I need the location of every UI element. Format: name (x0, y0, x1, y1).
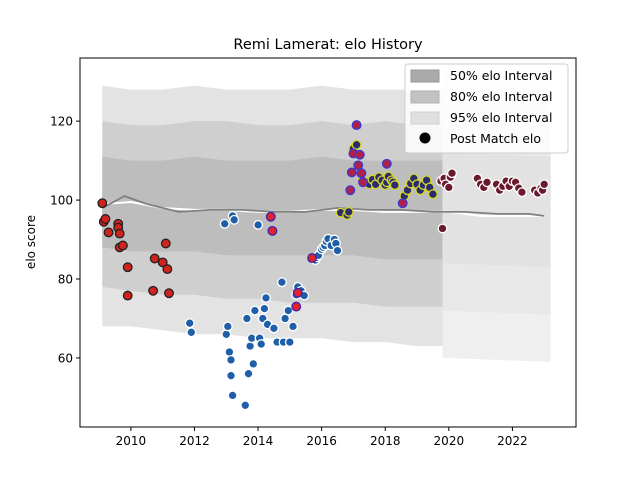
post-match-point (482, 177, 492, 188)
post-match-point (351, 120, 362, 131)
x-tick-label: 2014 (243, 434, 274, 448)
post-match-point (292, 287, 303, 298)
legend-label-80: 80% elo Interval (450, 89, 552, 104)
post-match-point (268, 323, 279, 334)
post-match-point (160, 238, 171, 249)
post-match-point (516, 187, 527, 198)
post-match-point (221, 329, 232, 340)
post-match-point (253, 219, 264, 230)
post-match-point (354, 149, 365, 160)
post-match-point (276, 277, 287, 288)
post-match-point (447, 168, 457, 179)
x-tick-label: 2018 (370, 434, 401, 448)
post-match-point (397, 198, 408, 209)
post-match-point (122, 262, 133, 273)
legend-label-95: 95% elo Interval (450, 110, 552, 125)
post-match-point (267, 225, 278, 236)
post-match-point (345, 185, 356, 196)
post-match-point (248, 358, 259, 369)
post-match-point (249, 305, 260, 316)
post-match-point (283, 305, 294, 316)
mean-line (101, 195, 545, 217)
x-tick-label: 2010 (116, 434, 147, 448)
post-match-point (256, 339, 267, 350)
post-match-point (261, 292, 271, 303)
post-match-point (157, 257, 168, 268)
post-match-point (443, 182, 454, 193)
post-match-point (114, 228, 125, 239)
post-match-point (346, 167, 357, 178)
post-match-point (117, 240, 128, 251)
post-match-point (245, 341, 256, 352)
post-match-point (184, 318, 195, 329)
post-match-point (437, 223, 448, 234)
post-match-point (162, 264, 173, 275)
legend: 50% elo Interval 80% elo Interval 95% el… (404, 63, 569, 154)
post-match-point (241, 313, 252, 324)
post-match-point (427, 189, 438, 200)
chart-title: Remi Lamerat: elo History (233, 37, 423, 53)
legend-swatch-50 (410, 69, 440, 83)
post-match-point (240, 400, 251, 411)
plot-frame (79, 57, 577, 428)
post-match-point (356, 168, 367, 179)
post-match-point (103, 227, 114, 238)
post-match-point (307, 253, 318, 264)
post-match-point (259, 303, 270, 314)
x-axis: 2010 2012 2014 2016 2018 2020 2022 (116, 427, 528, 448)
post-match-point (164, 288, 174, 299)
y-tick-label: 80 (58, 273, 73, 287)
legend-swatch-80 (410, 90, 440, 104)
post-match-point (186, 327, 197, 338)
y-tick-label: 100 (50, 194, 73, 208)
post-match-point (358, 177, 368, 188)
post-match-point (343, 206, 354, 217)
post-match-point (291, 301, 302, 312)
post-match-point (389, 180, 400, 191)
legend-marker-post-match (419, 132, 431, 144)
post-match-point (539, 179, 550, 190)
post-match-points (97, 120, 550, 411)
y-tick-label: 60 (58, 351, 73, 365)
post-match-point (122, 290, 133, 301)
legend-label-50: 50% elo Interval (450, 68, 552, 83)
x-tick-label: 2020 (434, 434, 465, 448)
post-match-point (351, 139, 362, 150)
legend-label-post-match: Post Match elo (450, 131, 541, 146)
post-match-point (288, 321, 298, 332)
post-match-point (100, 214, 111, 224)
post-match-point (332, 245, 343, 256)
post-match-point (243, 368, 254, 379)
y-axis-label: elo score (24, 215, 38, 269)
post-match-point (229, 214, 240, 225)
post-match-point (226, 370, 236, 381)
faint-band-2 (442, 152, 551, 268)
x-tick-label: 2012 (179, 434, 210, 448)
legend-swatch-95 (410, 111, 440, 125)
post-match-point (227, 390, 238, 401)
post-match-point (219, 218, 230, 229)
post-match-point (226, 354, 236, 365)
post-match-point (265, 211, 276, 222)
post-match-point (149, 253, 160, 264)
elo-trend-lines (101, 195, 545, 217)
legend-frame (404, 63, 569, 154)
band-50 (102, 156, 443, 260)
x-tick-label: 2016 (306, 434, 337, 448)
y-axis: 60 80 100 120 (50, 115, 80, 365)
x-tick-label: 2022 (497, 434, 528, 448)
post-match-point (97, 198, 108, 209)
post-match-point (148, 285, 159, 296)
y-tick-label: 120 (50, 115, 73, 129)
post-match-point (222, 321, 233, 332)
post-match-point (381, 158, 392, 169)
post-match-point (284, 337, 295, 348)
post-match-point (224, 347, 235, 357)
